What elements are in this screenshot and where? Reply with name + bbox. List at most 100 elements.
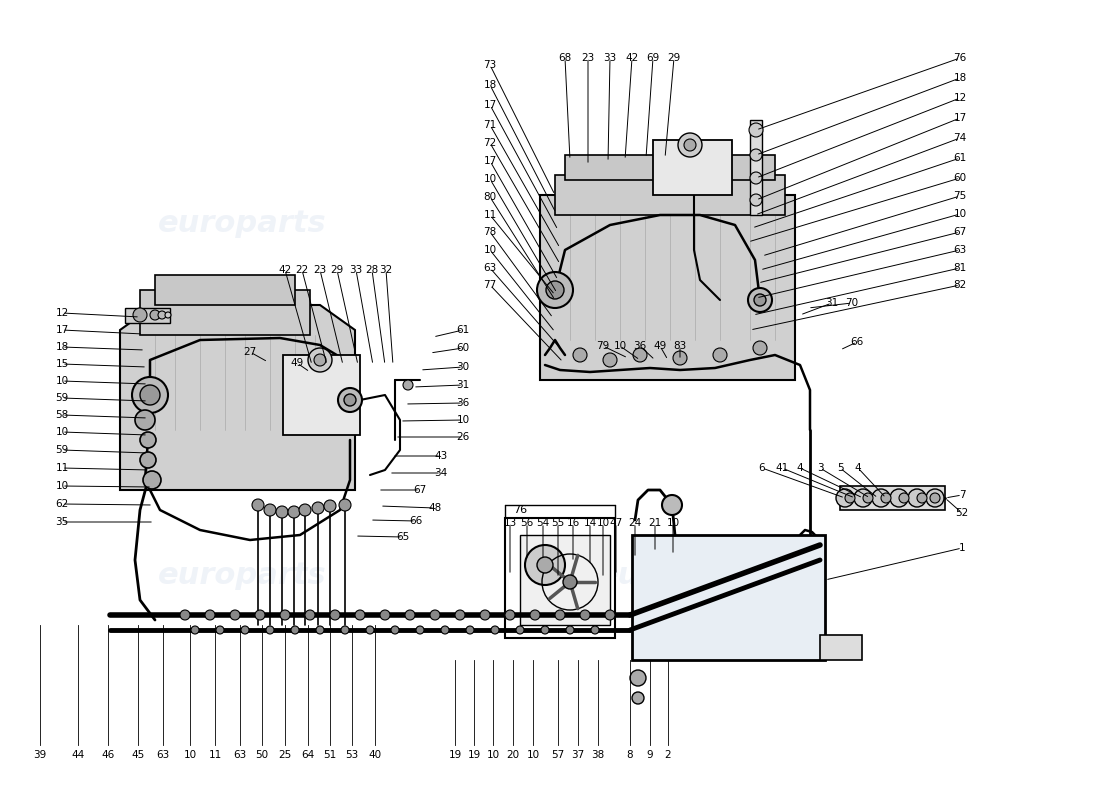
Bar bbox=[125, 308, 170, 323]
Text: 80: 80 bbox=[483, 192, 496, 202]
Circle shape bbox=[525, 545, 565, 585]
Polygon shape bbox=[120, 305, 355, 490]
Circle shape bbox=[845, 493, 855, 503]
Text: 63: 63 bbox=[483, 263, 496, 273]
Text: 63: 63 bbox=[233, 750, 246, 760]
Circle shape bbox=[926, 489, 944, 507]
Text: 11: 11 bbox=[55, 463, 68, 473]
Circle shape bbox=[591, 626, 600, 634]
Text: 55: 55 bbox=[551, 518, 564, 528]
Text: 10: 10 bbox=[596, 518, 609, 528]
Text: 20: 20 bbox=[506, 750, 519, 760]
Text: europarts: europarts bbox=[157, 562, 327, 590]
Text: 72: 72 bbox=[483, 138, 496, 148]
Circle shape bbox=[355, 610, 365, 620]
Text: 40: 40 bbox=[368, 750, 382, 760]
Circle shape bbox=[241, 626, 249, 634]
Bar bbox=[632, 535, 825, 660]
Circle shape bbox=[750, 194, 762, 206]
Text: 30: 30 bbox=[456, 362, 470, 372]
Circle shape bbox=[308, 348, 332, 372]
Circle shape bbox=[573, 348, 587, 362]
Text: 52: 52 bbox=[956, 508, 969, 518]
Text: 41: 41 bbox=[776, 463, 789, 473]
Text: 10: 10 bbox=[527, 750, 540, 760]
Circle shape bbox=[684, 139, 696, 151]
Circle shape bbox=[750, 172, 762, 184]
Circle shape bbox=[132, 377, 168, 413]
Text: 48: 48 bbox=[428, 503, 441, 513]
Text: 66: 66 bbox=[409, 516, 422, 526]
Text: 5: 5 bbox=[837, 463, 844, 473]
Circle shape bbox=[379, 610, 390, 620]
Circle shape bbox=[754, 294, 766, 306]
Text: 31: 31 bbox=[456, 380, 470, 390]
Text: 17: 17 bbox=[483, 100, 496, 110]
Text: 60: 60 bbox=[456, 343, 470, 353]
Bar bbox=[653, 140, 732, 195]
Text: 24: 24 bbox=[628, 518, 641, 528]
Text: 56: 56 bbox=[520, 518, 534, 528]
Text: 1: 1 bbox=[959, 543, 966, 553]
Text: 10: 10 bbox=[456, 415, 470, 425]
Text: 64: 64 bbox=[301, 750, 315, 760]
Circle shape bbox=[140, 452, 156, 468]
Text: 29: 29 bbox=[330, 265, 343, 275]
Circle shape bbox=[165, 312, 170, 318]
Text: 23: 23 bbox=[314, 265, 327, 275]
Circle shape bbox=[566, 626, 574, 634]
Text: 10: 10 bbox=[184, 750, 197, 760]
Circle shape bbox=[505, 610, 515, 620]
Bar bbox=[556, 175, 785, 215]
Text: 77: 77 bbox=[483, 280, 496, 290]
Text: 75: 75 bbox=[954, 191, 967, 201]
Circle shape bbox=[330, 610, 340, 620]
Circle shape bbox=[537, 272, 573, 308]
Circle shape bbox=[390, 626, 399, 634]
Circle shape bbox=[516, 626, 524, 634]
Text: 9: 9 bbox=[647, 750, 653, 760]
Circle shape bbox=[930, 493, 940, 503]
Text: europarts: europarts bbox=[597, 562, 767, 590]
Circle shape bbox=[140, 432, 156, 448]
Circle shape bbox=[205, 610, 214, 620]
Text: 7: 7 bbox=[959, 490, 966, 500]
Circle shape bbox=[541, 626, 549, 634]
Circle shape bbox=[537, 557, 553, 573]
Circle shape bbox=[216, 626, 224, 634]
Text: 81: 81 bbox=[954, 263, 967, 273]
Text: 28: 28 bbox=[365, 265, 378, 275]
Text: 69: 69 bbox=[647, 53, 660, 63]
Text: 34: 34 bbox=[434, 468, 448, 478]
Text: 18: 18 bbox=[954, 73, 967, 83]
Text: 63: 63 bbox=[156, 750, 169, 760]
Circle shape bbox=[140, 385, 159, 405]
Text: 83: 83 bbox=[673, 341, 686, 351]
Text: 79: 79 bbox=[596, 341, 609, 351]
Text: 50: 50 bbox=[255, 750, 268, 760]
Text: 63: 63 bbox=[954, 245, 967, 255]
Text: 74: 74 bbox=[954, 133, 967, 143]
Bar bbox=[140, 290, 310, 335]
Text: 29: 29 bbox=[668, 53, 681, 63]
Circle shape bbox=[143, 471, 161, 489]
Text: 6: 6 bbox=[759, 463, 766, 473]
Circle shape bbox=[713, 348, 727, 362]
Text: 10: 10 bbox=[55, 376, 68, 386]
Text: 12: 12 bbox=[55, 308, 68, 318]
Bar bbox=[750, 120, 762, 215]
Circle shape bbox=[605, 610, 615, 620]
Text: 25: 25 bbox=[278, 750, 292, 760]
Text: 68: 68 bbox=[559, 53, 572, 63]
Text: 35: 35 bbox=[55, 517, 68, 527]
Text: 4: 4 bbox=[796, 463, 803, 473]
Circle shape bbox=[890, 489, 908, 507]
Text: 65: 65 bbox=[396, 532, 409, 542]
Text: 33: 33 bbox=[350, 265, 363, 275]
Bar bbox=[840, 486, 945, 510]
Text: 4: 4 bbox=[855, 463, 861, 473]
Circle shape bbox=[180, 610, 190, 620]
Circle shape bbox=[150, 310, 160, 320]
Bar bbox=[540, 195, 795, 380]
Text: 18: 18 bbox=[55, 342, 68, 352]
